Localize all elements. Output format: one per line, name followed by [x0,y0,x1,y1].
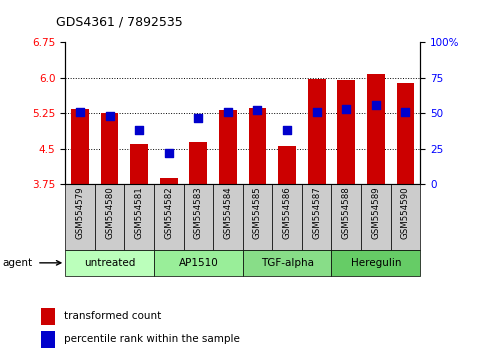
Bar [154,184,184,250]
Point [313,109,321,115]
Bar [160,178,178,184]
Bar [130,144,148,184]
Point [283,127,291,133]
Bar [213,184,242,250]
Bar [242,184,272,250]
Bar [278,146,296,184]
Text: transformed count: transformed count [64,312,161,321]
Point [342,106,350,112]
Point [195,115,202,120]
Point [254,108,261,113]
Bar [189,142,207,184]
Text: GSM554580: GSM554580 [105,186,114,239]
Bar [242,250,331,276]
Text: GSM554581: GSM554581 [135,186,143,239]
Bar [71,109,89,184]
Bar [41,331,56,348]
Text: GSM554587: GSM554587 [312,186,321,239]
Point [76,109,84,115]
Bar [272,184,302,250]
Point [372,102,380,108]
Text: GDS4361 / 7892535: GDS4361 / 7892535 [56,15,182,28]
Text: GSM554589: GSM554589 [371,186,380,239]
Bar [154,250,243,276]
Text: GSM554584: GSM554584 [224,186,232,239]
Text: AP1510: AP1510 [178,258,218,268]
Point [165,150,172,156]
Bar [65,184,95,250]
Text: GSM554585: GSM554585 [253,186,262,239]
Bar [361,184,391,250]
Text: GSM554579: GSM554579 [75,186,85,239]
Bar [331,184,361,250]
Bar [41,308,56,325]
Bar [367,74,384,184]
Bar [331,250,420,276]
Text: agent: agent [2,258,32,268]
Bar [397,82,414,184]
Bar [337,80,355,184]
Text: GSM554583: GSM554583 [194,186,203,239]
Text: TGF-alpha: TGF-alpha [261,258,313,268]
Bar [125,184,154,250]
Bar [249,108,267,184]
Point [401,109,409,115]
Bar [302,184,331,250]
Bar [219,110,237,184]
Point [135,127,143,133]
Text: GSM554588: GSM554588 [342,186,351,239]
Text: untreated: untreated [84,258,135,268]
Bar [95,184,125,250]
Point [106,113,114,119]
Bar [184,184,213,250]
Bar [391,184,420,250]
Point [224,109,232,115]
Bar [101,113,118,184]
Bar [308,79,326,184]
Bar [65,250,154,276]
Text: GSM554590: GSM554590 [401,186,410,239]
Text: GSM554586: GSM554586 [283,186,292,239]
Text: GSM554582: GSM554582 [164,186,173,239]
Text: Heregulin: Heregulin [351,258,401,268]
Text: percentile rank within the sample: percentile rank within the sample [64,335,240,344]
